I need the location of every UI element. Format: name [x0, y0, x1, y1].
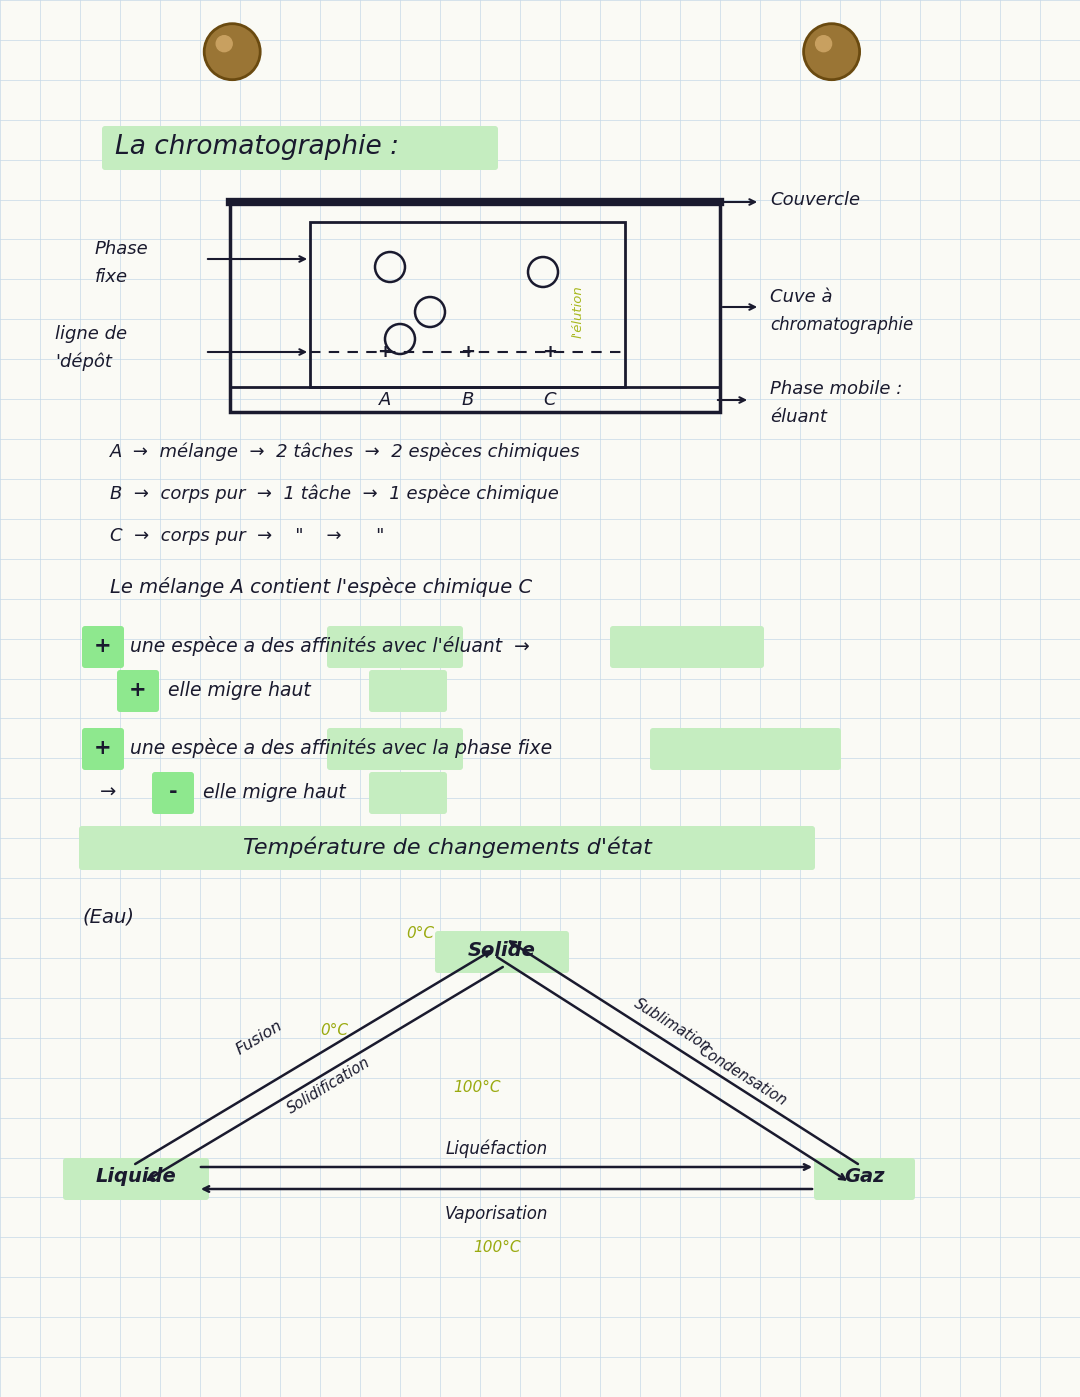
Text: Cuve à: Cuve à	[770, 288, 833, 306]
Text: +: +	[378, 344, 392, 360]
Text: Phase mobile :: Phase mobile :	[770, 380, 903, 398]
Text: une espèce a des affinités avec l'éluant  →: une espèce a des affinités avec l'éluant…	[130, 636, 530, 657]
Text: +: +	[94, 738, 112, 759]
FancyBboxPatch shape	[117, 671, 159, 712]
Text: (Eau): (Eau)	[82, 908, 134, 926]
Text: B: B	[462, 391, 474, 409]
Text: fixe: fixe	[95, 268, 129, 286]
Text: 0°C: 0°C	[406, 926, 434, 942]
FancyBboxPatch shape	[814, 1158, 915, 1200]
Text: Vaporisation: Vaporisation	[445, 1206, 549, 1222]
Text: +: +	[542, 344, 557, 360]
Text: →: →	[100, 782, 117, 802]
Text: +: +	[130, 680, 147, 700]
Text: chromatographie: chromatographie	[770, 316, 914, 334]
FancyBboxPatch shape	[82, 626, 124, 668]
FancyBboxPatch shape	[63, 1158, 210, 1200]
FancyBboxPatch shape	[369, 671, 447, 712]
Circle shape	[204, 24, 260, 80]
Text: 'dépôt: 'dépôt	[55, 353, 112, 372]
FancyBboxPatch shape	[610, 626, 764, 668]
FancyBboxPatch shape	[435, 930, 569, 972]
Text: elle migre haut: elle migre haut	[168, 680, 311, 700]
Text: +: +	[94, 636, 112, 657]
Circle shape	[804, 24, 860, 80]
Text: B  →  corps pur  →  1 tâche  →  1 espèce chimique: B → corps pur → 1 tâche → 1 espèce chimi…	[110, 485, 558, 503]
Circle shape	[815, 36, 832, 52]
Text: Température de changements d'état: Température de changements d'état	[243, 837, 651, 858]
Text: ligne de: ligne de	[55, 326, 127, 344]
Text: éluant: éluant	[770, 408, 827, 426]
Text: Solide: Solide	[468, 940, 536, 960]
Bar	[310, 222, 625, 387]
Text: 0°C: 0°C	[320, 1023, 348, 1038]
FancyBboxPatch shape	[369, 773, 447, 814]
FancyBboxPatch shape	[102, 126, 498, 170]
Text: elle migre haut: elle migre haut	[203, 782, 346, 802]
Text: A: A	[379, 391, 391, 409]
Text: Phase: Phase	[95, 240, 149, 258]
FancyBboxPatch shape	[79, 826, 815, 870]
Text: une espèce a des affinités avec la phase fixe: une espèce a des affinités avec la phase…	[130, 738, 552, 759]
Text: Liquéfaction: Liquéfaction	[445, 1140, 548, 1158]
Text: 100°C: 100°C	[473, 1239, 521, 1255]
FancyBboxPatch shape	[650, 728, 841, 770]
FancyBboxPatch shape	[327, 728, 463, 770]
Text: A  →  mélange  →  2 tâches  →  2 espèces chimiques: A → mélange → 2 tâches → 2 espèces chimi…	[110, 443, 581, 461]
Circle shape	[216, 36, 232, 52]
Text: C  →  corps pur  →    "    →      ": C → corps pur → " → "	[110, 527, 384, 545]
FancyBboxPatch shape	[327, 626, 463, 668]
Text: Sublimation: Sublimation	[632, 996, 714, 1055]
Text: C: C	[543, 391, 556, 409]
Text: Gaz: Gaz	[845, 1168, 886, 1186]
Text: l'élution: l'élution	[571, 285, 584, 338]
Text: Le mélange A contient l'espèce chimique C: Le mélange A contient l'espèce chimique …	[110, 577, 532, 597]
Text: Couvercle: Couvercle	[770, 191, 860, 210]
Bar	[230, 203, 720, 412]
Text: Liquide: Liquide	[96, 1168, 176, 1186]
Text: 100°C: 100°C	[453, 1080, 500, 1094]
Text: Solidification: Solidification	[285, 1055, 373, 1116]
Text: La chromatographie :: La chromatographie :	[114, 134, 399, 161]
Text: Condensation: Condensation	[696, 1042, 789, 1108]
Text: -: -	[168, 782, 177, 802]
FancyBboxPatch shape	[152, 773, 194, 814]
FancyBboxPatch shape	[82, 728, 124, 770]
Text: +: +	[460, 344, 475, 360]
Text: Fusion: Fusion	[233, 1017, 285, 1058]
